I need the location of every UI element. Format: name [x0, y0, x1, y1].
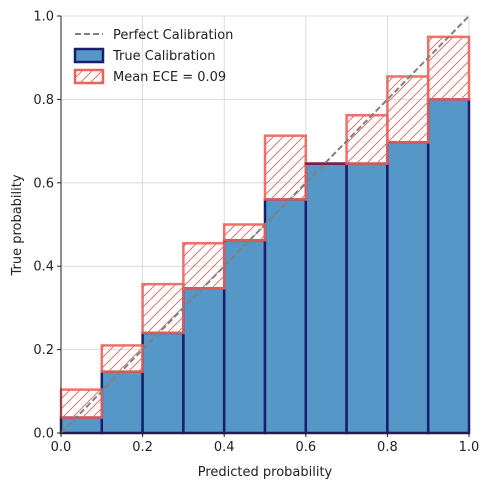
- true-calibration-bar-6: [306, 164, 347, 433]
- x-tick-label-1: 0.2: [132, 440, 153, 455]
- x-tick-label-4: 0.8: [377, 440, 398, 455]
- legend: Perfect Calibration True Calibration Mea…: [75, 28, 233, 85]
- ece-gap-bar-7: [347, 115, 388, 163]
- y-tick-label-2: 0.4: [33, 260, 54, 275]
- true-calibration-bar-7: [347, 164, 388, 433]
- x-tick-label-0: 0.0: [51, 440, 72, 455]
- ece-gap-bar-5: [265, 136, 306, 200]
- legend-true-label: True Calibration: [112, 49, 215, 64]
- y-tick-label-4: 0.8: [33, 93, 54, 108]
- ece-gap-bar-8: [387, 76, 428, 142]
- y-tick-label-1: 0.2: [33, 343, 54, 358]
- y-tick-label-5: 1.0: [33, 10, 54, 25]
- y-axis-label: True probability: [10, 174, 25, 276]
- x-tick-label-5: 1.0: [459, 440, 480, 455]
- x-tick-label-3: 0.6: [295, 440, 316, 455]
- y-tick-label-3: 0.6: [33, 176, 54, 191]
- true-calibration-bar-0: [61, 418, 102, 433]
- y-tick-label-0: 0.0: [33, 427, 54, 442]
- true-calibration-bar-8: [387, 142, 428, 433]
- true-calibration-bar-9: [428, 99, 469, 433]
- legend-perfect-label: Perfect Calibration: [113, 28, 233, 43]
- legend-ece-label: Mean ECE = 0.09: [113, 70, 226, 85]
- legend-ece-swatch: [75, 70, 103, 83]
- x-axis-label: Predicted probability: [198, 465, 333, 480]
- ece-gap-bar-3: [183, 243, 224, 288]
- true-calibration-bar-5: [265, 199, 306, 433]
- ece-gap-bar-9: [428, 37, 469, 100]
- ece-gap-bar-4: [224, 225, 265, 241]
- true-calibration-bar-4: [224, 240, 265, 433]
- ece-gap-bar-1: [102, 345, 143, 371]
- true-calibration-bar-3: [183, 288, 224, 433]
- x-tick-label-2: 0.4: [214, 440, 235, 455]
- true-calibration-bar-2: [143, 333, 184, 433]
- true-calibration-bar-1: [102, 372, 143, 433]
- ece-gap-bar-2: [143, 284, 184, 333]
- legend-true-swatch: [75, 49, 103, 62]
